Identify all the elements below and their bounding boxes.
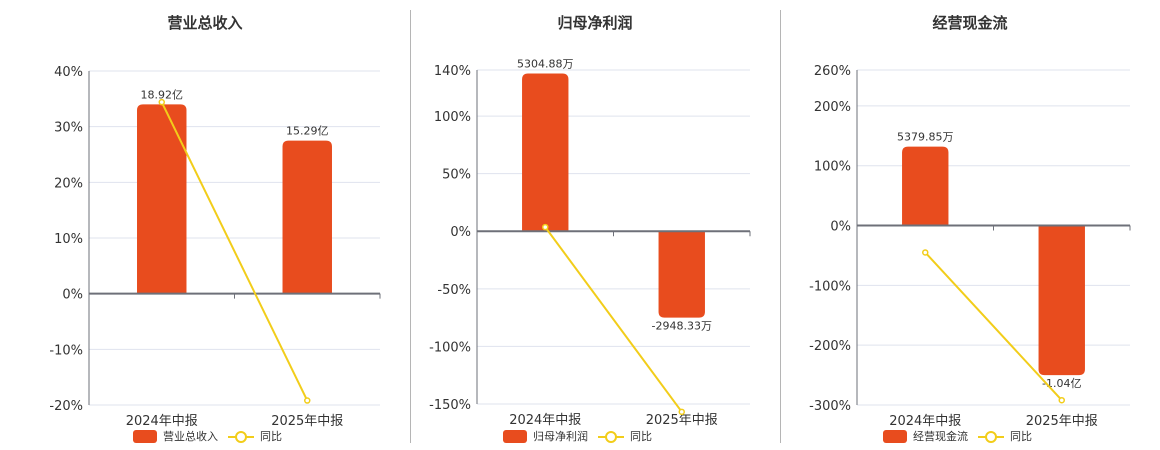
y-tick-label: -100%: [809, 279, 851, 294]
x-category-label: 2025年中报: [271, 414, 343, 429]
y-tick-label: -150%: [429, 398, 471, 413]
y-tick-label: -100%: [429, 340, 471, 355]
y-tick-label: 50%: [442, 168, 471, 183]
y-tick-label: 0%: [450, 225, 471, 240]
y-tick-label: 10%: [54, 232, 83, 247]
legend-line-label: 同比: [260, 430, 282, 443]
y-tick-label: 200%: [814, 100, 851, 115]
x-category-label: 2025年中报: [1026, 414, 1098, 429]
legend-line-icon: [228, 430, 254, 443]
y-tick-label: 30%: [54, 121, 83, 136]
chart-legend[interactable]: 营业总收入 同比: [133, 428, 282, 444]
legend-bar-swatch: [133, 429, 157, 443]
y-tick-label: 0%: [62, 288, 83, 303]
y-tick-label: -200%: [809, 339, 851, 354]
y-tick-label: -50%: [437, 283, 471, 298]
legend-line-label: 同比: [1010, 430, 1032, 443]
panel-divider: [410, 10, 411, 443]
bar-value-label: 18.92亿: [141, 88, 184, 101]
chart-legend[interactable]: 归母净利润 同比: [503, 428, 652, 444]
y-tick-label: 40%: [54, 65, 83, 80]
bar[interactable]: [522, 73, 569, 232]
x-category-label: 2024年中报: [509, 413, 581, 428]
bar-value-label: -2948.33万: [652, 320, 712, 333]
legend-line-icon: [598, 430, 624, 443]
yoy-line: [544, 226, 683, 413]
y-tick-label: 260%: [814, 64, 851, 79]
yoy-line: [160, 101, 309, 401]
y-tick-label: -20%: [49, 399, 83, 414]
y-tick-label: 100%: [434, 110, 471, 125]
x-category-label: 2024年中报: [126, 414, 198, 429]
bar-value-label: -1.04亿: [1042, 377, 1081, 390]
bar[interactable]: [282, 140, 332, 294]
yoy-point[interactable]: [922, 249, 929, 256]
legend-bar-label: 经营现金流: [913, 430, 968, 443]
chart-plot: 140% 100% 50% 0% -50% -100% -150% 5304.88万 2024年…: [429, 57, 751, 428]
legend-bar-swatch: [503, 429, 527, 443]
bar-value-label: 5304.88万: [517, 57, 574, 70]
x-category-label: 2025年中报: [646, 413, 718, 428]
bar-value-label: 15.29亿: [286, 125, 329, 138]
yoy-point[interactable]: [158, 98, 165, 106]
y-tick-label: 20%: [54, 176, 83, 191]
legend-line-label: 同比: [630, 430, 652, 443]
y-tick-label: 140%: [434, 64, 471, 79]
yoy-line: [924, 251, 1063, 401]
bar[interactable]: [137, 104, 187, 294]
yoy-point[interactable]: [678, 408, 685, 416]
legend-line-icon: [978, 430, 1004, 443]
bar-value-label: 5379.85万: [897, 131, 954, 144]
y-tick-label: -300%: [809, 399, 851, 414]
bar[interactable]: [902, 146, 949, 226]
chart-title: 经营现金流: [932, 14, 1008, 32]
yoy-point[interactable]: [542, 223, 549, 231]
bar[interactable]: [1038, 225, 1085, 376]
chart-title: 归母净利润: [557, 14, 633, 32]
legend-bar-swatch: [883, 429, 907, 443]
chart-legend[interactable]: 经营现金流 同比: [883, 428, 1032, 444]
x-category-label: 2024年中报: [889, 414, 961, 429]
y-tick-label: 100%: [814, 160, 851, 175]
yoy-point[interactable]: [1058, 396, 1065, 404]
bar[interactable]: [658, 231, 705, 318]
panel-divider: [780, 10, 781, 443]
chart-panel-revenue: 营业总收入 40% 30% 20% 10% 0% -10% -20% 18.92亿 2024年中…: [0, 0, 410, 450]
chart-plot: 40% 30% 20% 10% 0% -10% -20% 18.92亿 2024年中报 15.29…: [49, 65, 381, 429]
y-tick-label: 0%: [830, 220, 851, 235]
chart-panel-net-profit: 归母净利润 140% 100% 50% 0% -50% -100% -150% 5304.88…: [429, 14, 751, 444]
chart-title: 营业总收入: [167, 14, 243, 32]
yoy-point[interactable]: [304, 397, 311, 404]
y-tick-label: -10%: [49, 343, 83, 358]
legend-bar-label: 归母净利润: [533, 430, 588, 443]
legend-bar-label: 营业总收入: [163, 430, 218, 443]
